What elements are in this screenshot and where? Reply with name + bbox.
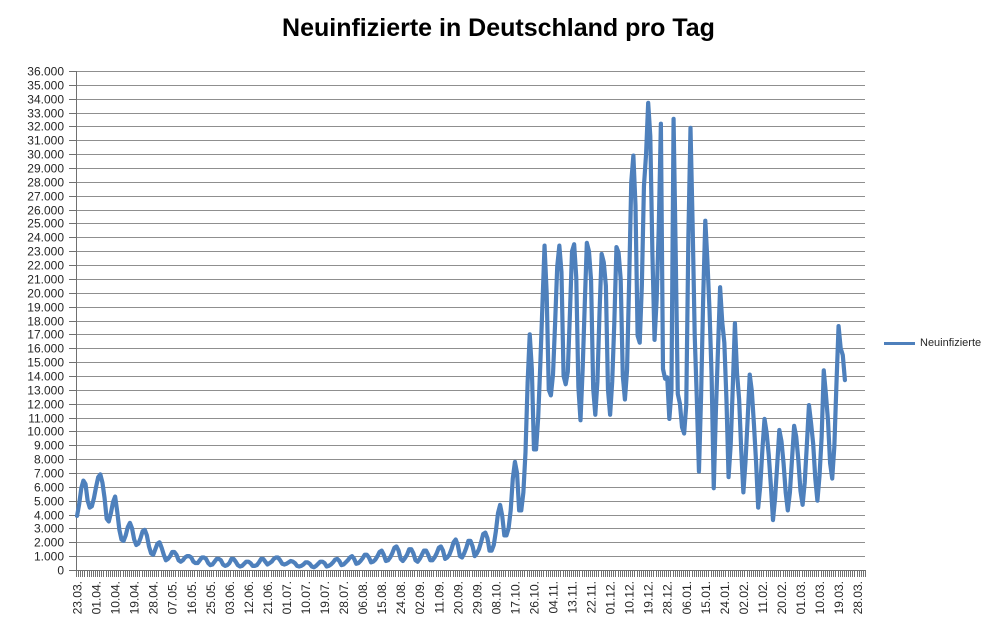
svg-text:13.11.: 13.11. (566, 581, 580, 613)
svg-text:20.09.: 20.09. (451, 581, 465, 614)
svg-text:23.03.: 23.03. (71, 581, 85, 614)
svg-text:15.000: 15.000 (27, 356, 64, 370)
svg-text:19.03.: 19.03. (832, 581, 846, 614)
svg-text:13.000: 13.000 (27, 384, 64, 398)
svg-text:4.000: 4.000 (34, 509, 64, 523)
svg-text:1.000: 1.000 (34, 550, 64, 564)
svg-text:10.12.: 10.12. (623, 581, 637, 614)
svg-text:26.10.: 26.10. (527, 581, 541, 614)
svg-text:08.10.: 08.10. (489, 581, 503, 614)
chart-title: Neuinfizierte in Deutschland pro Tag (282, 14, 715, 42)
svg-text:21.06.: 21.06. (261, 581, 275, 614)
svg-text:8.000: 8.000 (34, 453, 64, 467)
svg-text:10.07.: 10.07. (299, 581, 313, 614)
svg-text:29.09.: 29.09. (470, 581, 484, 614)
svg-text:36.000: 36.000 (27, 65, 64, 79)
axis-lines (76, 71, 865, 571)
svg-text:30.000: 30.000 (27, 148, 64, 162)
horizontal-gridlines (76, 71, 865, 557)
svg-text:06.08.: 06.08. (356, 581, 370, 614)
svg-text:23.000: 23.000 (27, 245, 64, 259)
svg-text:06.01.: 06.01. (680, 581, 694, 614)
svg-text:10.000: 10.000 (27, 425, 64, 439)
svg-text:2.000: 2.000 (34, 536, 64, 550)
svg-text:11.02.: 11.02. (756, 581, 770, 613)
svg-text:21.000: 21.000 (27, 273, 64, 287)
svg-text:9.000: 9.000 (34, 439, 64, 453)
svg-text:10.03.: 10.03. (813, 581, 827, 614)
svg-text:27.000: 27.000 (27, 190, 64, 204)
svg-text:02.02.: 02.02. (737, 581, 751, 614)
chart-legend: Neuinfizierte (884, 337, 981, 349)
svg-text:11.09.: 11.09. (432, 581, 446, 613)
svg-text:16.000: 16.000 (27, 342, 64, 356)
neuinfizierte-line (74, 100, 848, 570)
legend-label: Neuinfizierte (920, 337, 982, 349)
svg-text:19.12.: 19.12. (642, 581, 656, 614)
svg-text:01.04.: 01.04. (90, 581, 104, 614)
svg-text:22.000: 22.000 (27, 259, 64, 273)
svg-text:17.10.: 17.10. (508, 581, 522, 614)
svg-text:03.06.: 03.06. (223, 581, 237, 614)
y-axis-tick-marks (69, 71, 76, 571)
svg-text:29.000: 29.000 (27, 162, 64, 176)
svg-text:22.11.: 22.11. (585, 581, 599, 613)
svg-text:20.000: 20.000 (27, 287, 64, 301)
svg-text:25.000: 25.000 (27, 217, 64, 231)
svg-text:7.000: 7.000 (34, 467, 64, 481)
svg-text:24.01.: 24.01. (718, 581, 732, 614)
svg-text:26.000: 26.000 (27, 204, 64, 218)
svg-text:20.02.: 20.02. (775, 581, 789, 614)
svg-text:28.07.: 28.07. (337, 581, 351, 614)
svg-text:18.000: 18.000 (27, 315, 64, 329)
svg-text:11.000: 11.000 (28, 412, 64, 426)
svg-text:02.09.: 02.09. (413, 581, 427, 614)
svg-text:07.05.: 07.05. (166, 581, 180, 614)
svg-text:24.08.: 24.08. (394, 581, 408, 614)
svg-text:28.12.: 28.12. (661, 581, 675, 614)
svg-text:31.000: 31.000 (27, 134, 64, 148)
x-axis-tick-labels: 23.03. 01.04. 10.04. 19.04. 28.04. 07.05. 16.0… (71, 581, 866, 614)
svg-text:19.000: 19.000 (27, 301, 64, 315)
svg-text:6.000: 6.000 (34, 481, 64, 495)
svg-text:01.12.: 01.12. (604, 581, 618, 614)
svg-text:04.11.: 04.11. (546, 581, 560, 613)
svg-text:33.000: 33.000 (27, 107, 64, 121)
svg-text:10.04.: 10.04. (109, 581, 123, 614)
svg-text:14.000: 14.000 (27, 370, 64, 384)
svg-text:17.000: 17.000 (27, 328, 64, 342)
svg-text:16.05.: 16.05. (185, 581, 199, 614)
svg-text:15.01.: 15.01. (699, 581, 713, 614)
svg-text:01.07.: 01.07. (280, 581, 294, 614)
series-line-neuinfizierte (74, 100, 848, 570)
svg-text:28.000: 28.000 (27, 176, 64, 190)
svg-text:32.000: 32.000 (27, 120, 64, 134)
svg-text:28.04.: 28.04. (147, 581, 161, 614)
svg-text:34.000: 34.000 (27, 93, 64, 107)
y-axis-tick-labels: 01.0002.0003.0004.0005.0006.0007.0008.00… (27, 65, 64, 578)
svg-text:28.03.: 28.03. (851, 581, 865, 614)
svg-text:3.000: 3.000 (34, 522, 64, 536)
svg-text:12.000: 12.000 (27, 398, 64, 412)
svg-text:15.08.: 15.08. (375, 581, 389, 614)
legend-line-icon (884, 341, 915, 345)
svg-text:0: 0 (57, 564, 64, 578)
svg-text:35.000: 35.000 (27, 79, 64, 93)
svg-text:01.03.: 01.03. (794, 581, 808, 614)
svg-text:19.07.: 19.07. (318, 581, 332, 614)
svg-text:24.000: 24.000 (27, 231, 64, 245)
svg-text:5.000: 5.000 (34, 495, 64, 509)
x-axis-tick-marks (76, 570, 866, 577)
svg-text:19.04.: 19.04. (128, 581, 142, 614)
svg-text:25.05.: 25.05. (204, 581, 218, 614)
svg-text:12.06.: 12.06. (242, 581, 256, 614)
